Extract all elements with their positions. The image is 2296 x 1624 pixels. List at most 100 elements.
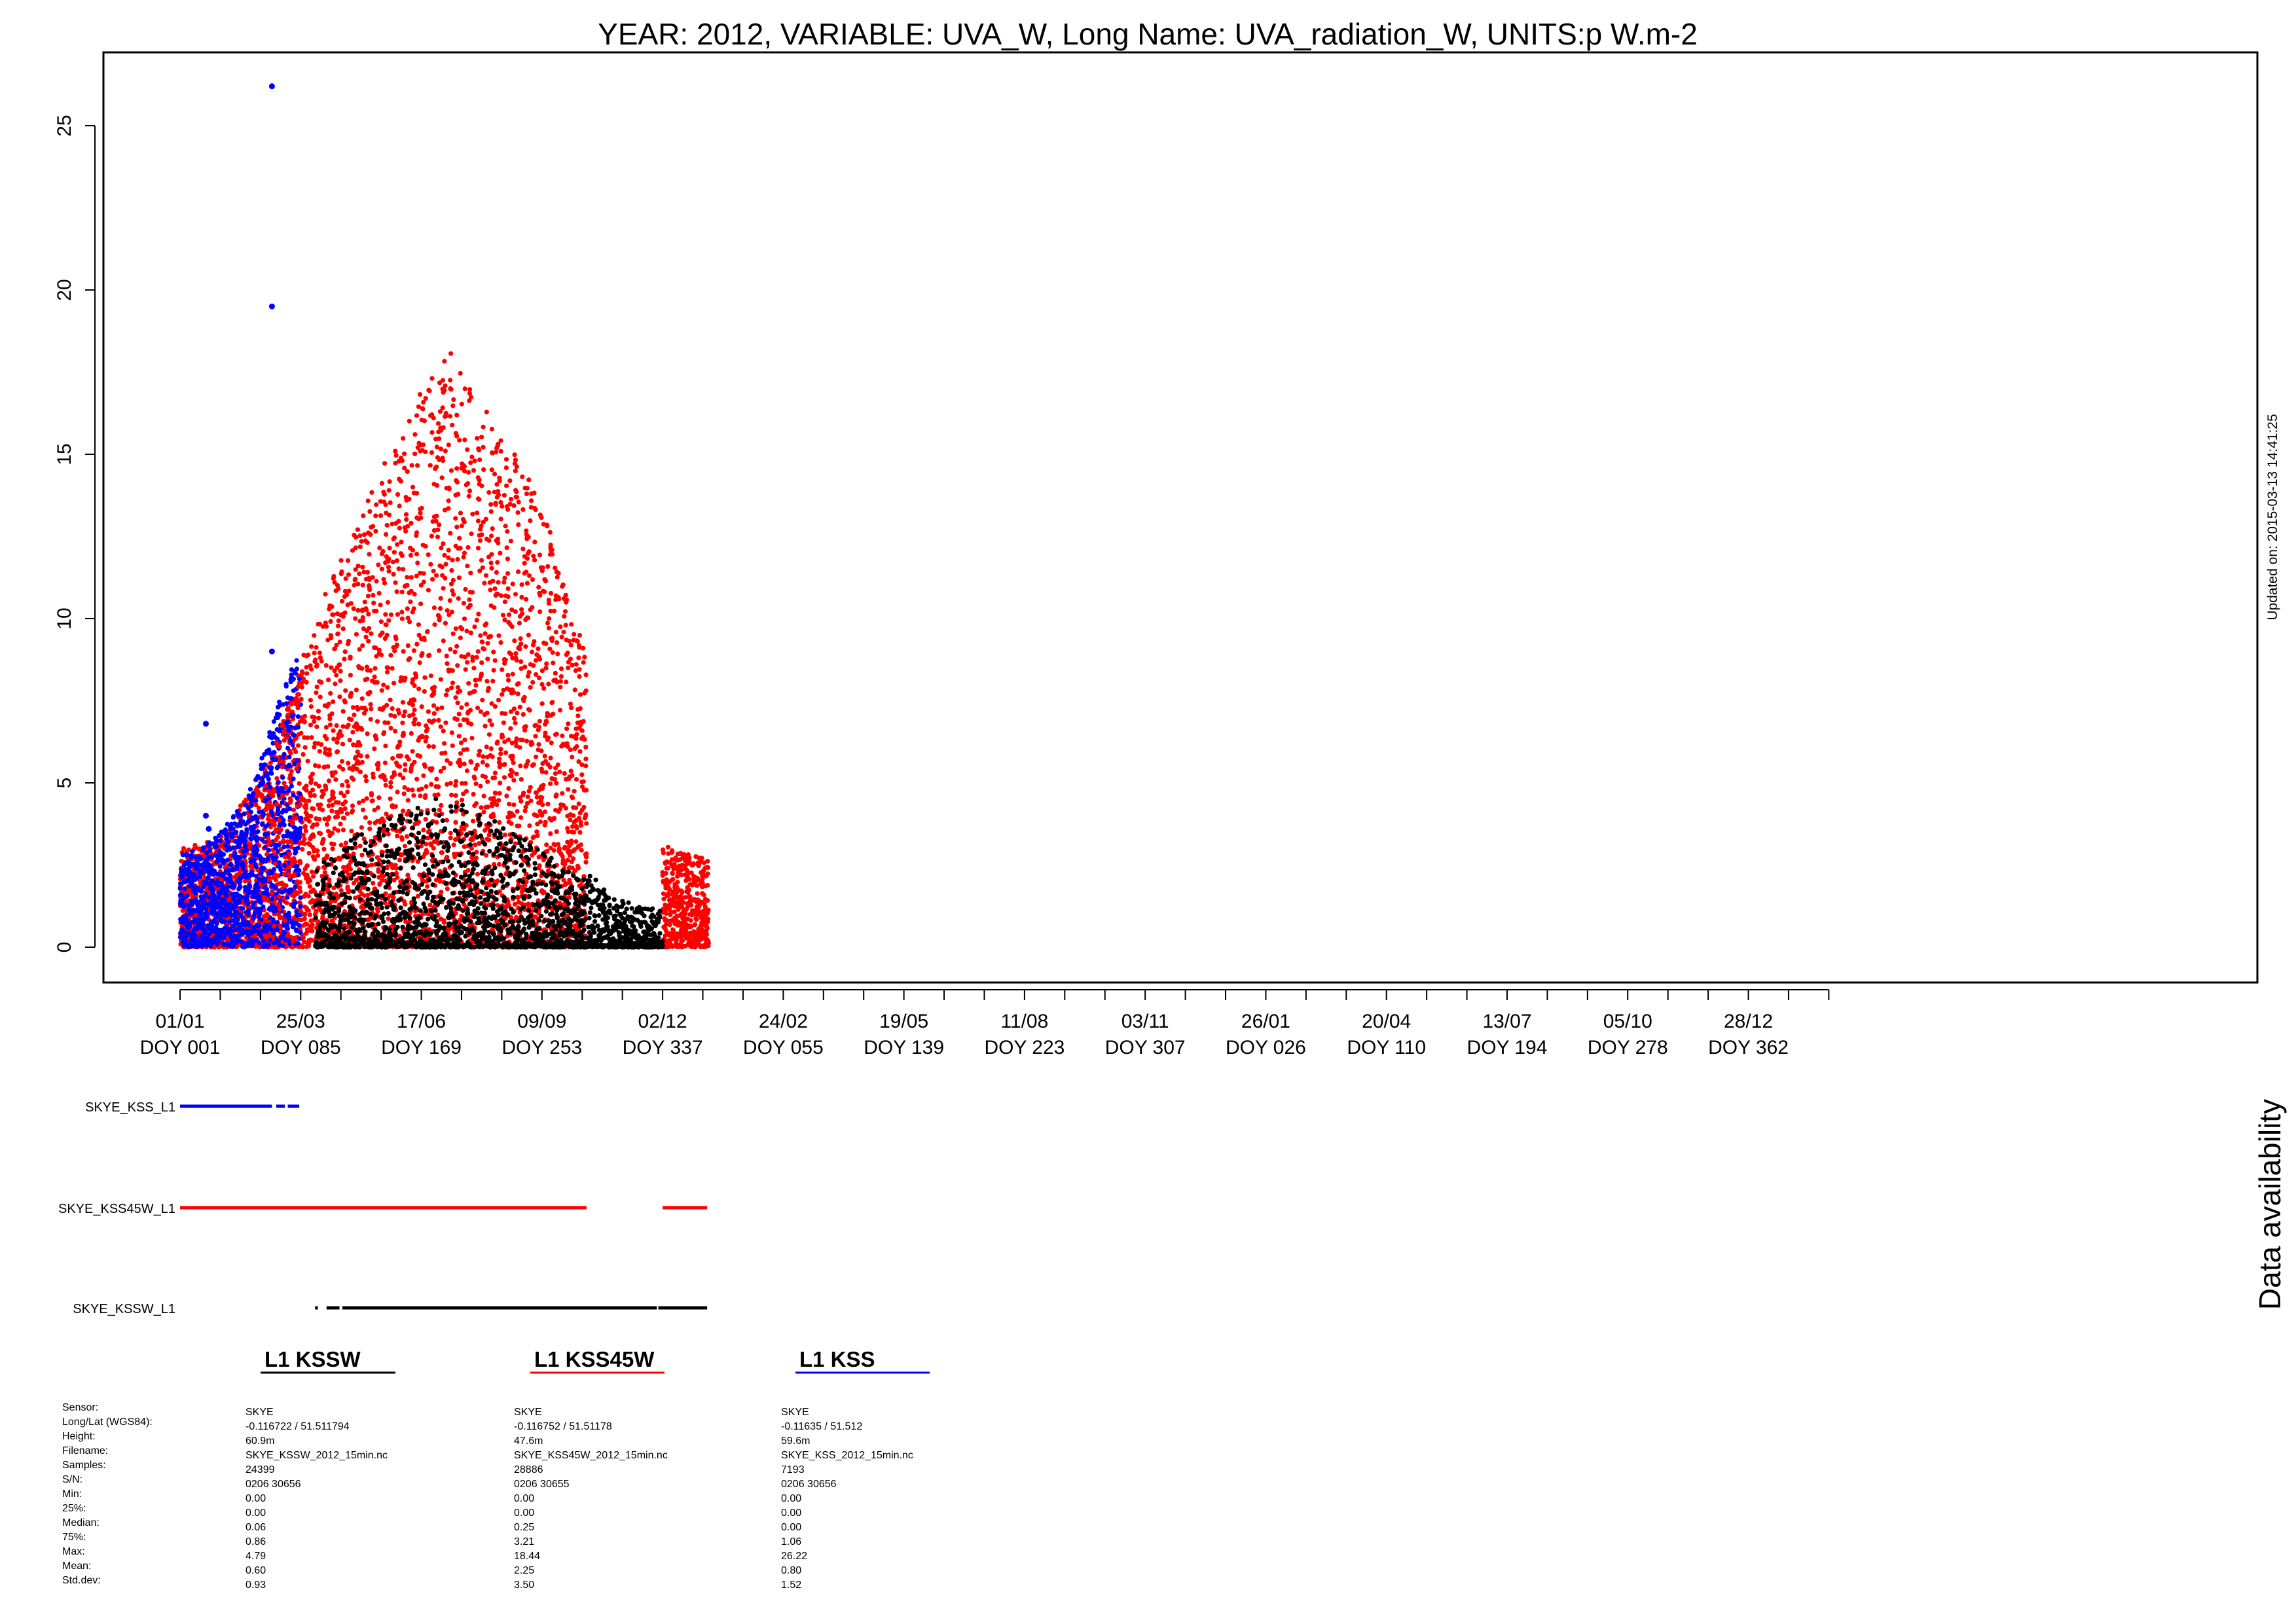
data-point [514, 771, 519, 776]
data-point [434, 573, 439, 578]
data-point [475, 871, 481, 876]
data-point [498, 550, 503, 556]
data-point [495, 878, 500, 884]
data-point [536, 585, 541, 590]
data-point [528, 685, 533, 690]
data-point [456, 734, 462, 739]
data-point [403, 676, 408, 681]
data-point [483, 774, 488, 780]
data-point [480, 697, 485, 703]
data-point [459, 797, 465, 803]
data-point [378, 499, 383, 504]
data-point [399, 539, 404, 545]
data-point [403, 528, 409, 534]
data-point [479, 532, 484, 537]
data-point [336, 800, 341, 805]
data-point [546, 681, 551, 687]
data-point [530, 741, 535, 747]
data-point [376, 869, 381, 875]
data-point [467, 391, 473, 396]
data-point [439, 890, 444, 895]
data-point [546, 625, 552, 631]
data-point [488, 746, 494, 751]
data-point [335, 735, 341, 740]
data-point [429, 782, 434, 787]
data-point [453, 626, 458, 632]
data-point [368, 532, 373, 537]
data-point [445, 854, 450, 859]
data-point [471, 837, 476, 842]
data-point [453, 516, 458, 521]
data-point [295, 705, 301, 710]
data-point [705, 898, 710, 903]
data-point [410, 484, 416, 490]
data-point [431, 703, 437, 708]
data-point [326, 701, 331, 706]
data-point [577, 749, 583, 754]
data-point [395, 542, 400, 547]
data-point [329, 808, 335, 814]
data-point [516, 681, 521, 686]
data-point [443, 750, 448, 755]
data-point [436, 522, 442, 528]
data-point [496, 798, 501, 803]
data-point [186, 847, 191, 852]
data-point [335, 631, 341, 636]
data-point [496, 541, 501, 546]
data-point [441, 765, 446, 770]
data-point [489, 450, 495, 456]
data-point [308, 814, 314, 819]
data-point [439, 705, 445, 710]
data-point [338, 733, 344, 738]
data-point [362, 532, 367, 537]
data-point [284, 900, 289, 905]
data-point [563, 623, 568, 628]
data-point [460, 626, 465, 632]
data-point [448, 835, 453, 840]
data-point [442, 359, 447, 364]
data-point [500, 613, 506, 618]
data-point [510, 769, 515, 774]
data-point [373, 666, 378, 671]
data-point [505, 529, 510, 534]
data-point [583, 672, 589, 677]
data-point [487, 718, 492, 723]
data-point [564, 741, 570, 746]
data-point [299, 731, 304, 736]
data-point [299, 680, 304, 685]
data-point [397, 764, 403, 769]
data-point [385, 864, 390, 869]
data-point [443, 621, 448, 626]
data-point [532, 639, 537, 644]
data-point [309, 644, 314, 649]
data-point [548, 831, 553, 837]
data-point [357, 742, 363, 748]
data-point [312, 633, 317, 638]
data-point [379, 566, 385, 571]
data-point [391, 571, 396, 577]
data-point [481, 809, 486, 815]
data-point [394, 642, 400, 647]
data-point [509, 821, 514, 826]
data-point [335, 828, 341, 833]
data-point [365, 540, 370, 545]
data-point [498, 516, 503, 522]
data-point [483, 853, 489, 858]
data-point [376, 761, 381, 766]
data-point [544, 661, 549, 666]
data-point [353, 616, 358, 621]
data-point [524, 738, 530, 744]
data-point [428, 903, 433, 908]
data-point [470, 511, 475, 516]
data-point [349, 829, 354, 834]
data-point [412, 683, 417, 689]
data-point [514, 489, 519, 495]
data-point [394, 589, 399, 594]
data-point [503, 711, 508, 716]
data-point [446, 547, 451, 553]
data-point [342, 649, 348, 655]
data-point [407, 619, 412, 624]
data-point [374, 719, 380, 724]
data-point [465, 660, 470, 665]
